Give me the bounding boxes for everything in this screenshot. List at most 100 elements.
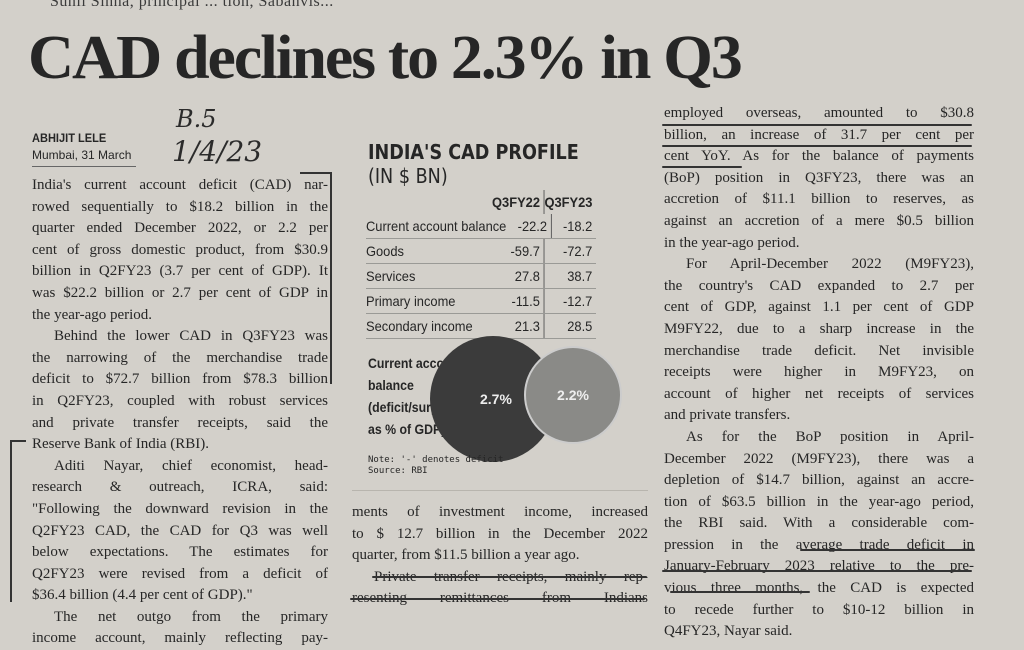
cell-q3fy22: -22.2: [506, 214, 552, 238]
article-column-1: India's current account deficit (CAD) na…: [32, 175, 328, 650]
text-line: India's current account deficit (CAD) na…: [32, 177, 328, 193]
table-row: Current account balance -22.2 -18.2: [366, 214, 596, 239]
text-line: against an accretion of a mere $0.5 bill…: [664, 212, 974, 229]
graphic-subtitle: (IN $ BN): [368, 164, 448, 188]
column-header: Q3FY23: [544, 194, 593, 210]
text-line: M9FY22, due to a sharp increase in the: [664, 320, 974, 337]
text-line: research & outreach, ICRA, said:: [32, 479, 328, 496]
text-line: vious three months, the CAD is expected: [664, 580, 974, 597]
pen-underline: [662, 145, 972, 147]
text-line: was $22.2 billion or 2.7 per cent of GDP…: [32, 284, 328, 301]
text-line: Reserve Bank of India (RBI).: [32, 436, 210, 453]
text-line: quarter ended December 2022, or 2.2 per: [32, 220, 328, 237]
headline: CAD declines to 2.3% in Q3: [28, 24, 743, 92]
cell-q3fy23: -18.2: [562, 218, 593, 234]
table-row: Secondary income 21.3 28.5: [366, 314, 596, 339]
text-line: For April-December 2022 (M9FY23),: [686, 256, 974, 273]
text-line: The net outgo from the primary: [54, 608, 328, 625]
table-row: Services 27.8 38.7: [366, 264, 596, 289]
table-row: Primary income -11.5 -12.7: [366, 289, 596, 314]
pen-underline: [670, 591, 810, 593]
author-byline: ABHIJIT LELE: [32, 131, 107, 145]
pen-underline: [800, 549, 975, 551]
text-line: cent YoY. As for the balance of payments: [664, 148, 974, 165]
text-line: As for the BoP position in April-: [686, 428, 974, 445]
pen-underline: [662, 166, 742, 168]
text-line: and private transfer receipts, said the: [32, 414, 328, 431]
pen-underline: [350, 598, 645, 600]
cad-profile-table: Q3FY22 Q3FY23 Current account balance -22…: [366, 190, 596, 339]
text-line: account of higher net receipts of servic…: [664, 385, 974, 402]
article-column-3: employed overseas, amounted to $30.8 bill…: [664, 103, 974, 643]
cell-q3fy22: -59.7: [492, 239, 545, 263]
handwritten-note: B.5: [176, 105, 217, 133]
text-line: cent of GDP, against 1.1 per cent of GDP: [664, 299, 974, 316]
text-line: income account, mainly reflecting pay-: [32, 630, 328, 647]
text-line: in the year-ago period.: [664, 234, 800, 251]
row-label: Goods: [366, 243, 404, 259]
byline-divider: [32, 166, 136, 167]
text-line: (BoP) position in Q3FY23, there was an: [664, 169, 974, 186]
text-line: below expectations. The estimates for: [32, 544, 328, 561]
text-line: accretion of $11.1 billion to reserves, …: [664, 191, 974, 208]
pen-underline: [662, 570, 972, 572]
cell-q3fy23: -12.7: [562, 293, 593, 309]
text-line: Aditi Nayar, chief economist, head-: [54, 457, 328, 474]
column-header: Q3FY22: [492, 190, 545, 214]
text-line: $36.4 billion (4.4 per cent of GDP).": [32, 587, 253, 604]
graphic-bottom-border: [352, 490, 648, 491]
bubble-value: 2.7%: [480, 391, 512, 407]
text-line: receipts were higher in M9FY23, on: [664, 364, 974, 381]
handwritten-date: 1/4/23: [172, 135, 263, 168]
row-label: Primary income: [366, 293, 456, 309]
text-line: the country's CAD expanded to 2.7 per: [664, 277, 974, 294]
text-line: January-February 2023 relative to the pr…: [664, 558, 974, 575]
text-line: the narrowing of the merchandise trade: [32, 349, 328, 366]
text-line: billion in Q2FY23 (3.7 per cent of GDP).…: [32, 263, 328, 280]
bubble-q3fy23: 2.2%: [524, 346, 622, 444]
text-line: ments of investment income, increased: [352, 504, 648, 520]
text-line: deficit to $72.7 billion from $78.3 bill…: [32, 371, 328, 388]
text-line: the year-ago period.: [32, 306, 153, 323]
pen-bracket-mark: [300, 172, 332, 384]
graphic-title-line: INDIA'S CAD PROFILE: [368, 140, 579, 164]
text-line: depletion of $14.7 billion, against an a…: [664, 472, 974, 489]
text-line: employed overseas, amounted to $30.8: [664, 105, 974, 121]
text-line: merchandise trade deficit. Net invisible: [664, 342, 974, 359]
graphic-title: INDIA'S CAD PROFILE (IN $ BN): [368, 140, 579, 188]
text-line: to $ 12.7 billion in the December 2022: [352, 525, 648, 542]
text-line: "Following the downward revision in the: [32, 500, 328, 517]
text-line: Q2FY23 were revised from a deficit of: [32, 565, 328, 582]
text-line: the RBI said. With a considerable com-: [664, 515, 974, 532]
cell-q3fy23: 28.5: [567, 318, 593, 334]
row-label: Services: [366, 268, 416, 284]
row-label: Secondary income: [366, 318, 473, 334]
cell-q3fy22: -11.5: [492, 289, 545, 313]
text-line: Q2FY23 CAD, the CAD for Q3 was well: [32, 522, 328, 539]
graphic-note: Note: '-' denotes deficit Source: RBI: [368, 455, 503, 477]
table-header: Q3FY22 Q3FY23: [366, 190, 596, 214]
source-text: Source: RBI: [368, 466, 428, 476]
text-line: quarter, from $11.5 billion a year ago.: [352, 547, 580, 564]
text-line: rowed sequentially to $18.2 billion in t…: [32, 198, 328, 215]
pen-underline: [372, 576, 647, 578]
cell-q3fy22: 21.3: [492, 314, 545, 338]
pen-underline: [662, 124, 972, 126]
cell-q3fy22: 27.8: [492, 264, 545, 288]
pen-bracket-mark: [10, 440, 26, 602]
text-line: pression in the average trade deficit in: [664, 536, 974, 553]
previous-article-fragment: Sunil Sinha, principal ... tion, Sabanvi…: [50, 0, 334, 10]
text-line: cent of gross domestic product, from $30…: [32, 241, 328, 258]
dateline: Mumbai, 31 March: [32, 148, 132, 162]
text-line: billion, an increase of 31.7 per cent pe…: [664, 126, 974, 143]
text-line: to recede further to $10-12 billion in: [664, 601, 974, 618]
cell-q3fy23: 38.7: [567, 268, 593, 284]
article-column-2: ments of investment income, increased to …: [352, 502, 648, 610]
text-line: Behind the lower CAD in Q3FY23 was: [54, 328, 328, 345]
table-row: Goods -59.7 -72.7: [366, 239, 596, 264]
bubble-label-line: balance: [368, 377, 414, 393]
text-line: in Q2FY23, coupled with robust services: [32, 392, 328, 409]
text-line: December 2022 (M9FY23), there was a: [664, 450, 974, 467]
bubble-value: 2.2%: [557, 387, 589, 403]
note-text: Note: '-' denotes deficit: [368, 455, 504, 465]
